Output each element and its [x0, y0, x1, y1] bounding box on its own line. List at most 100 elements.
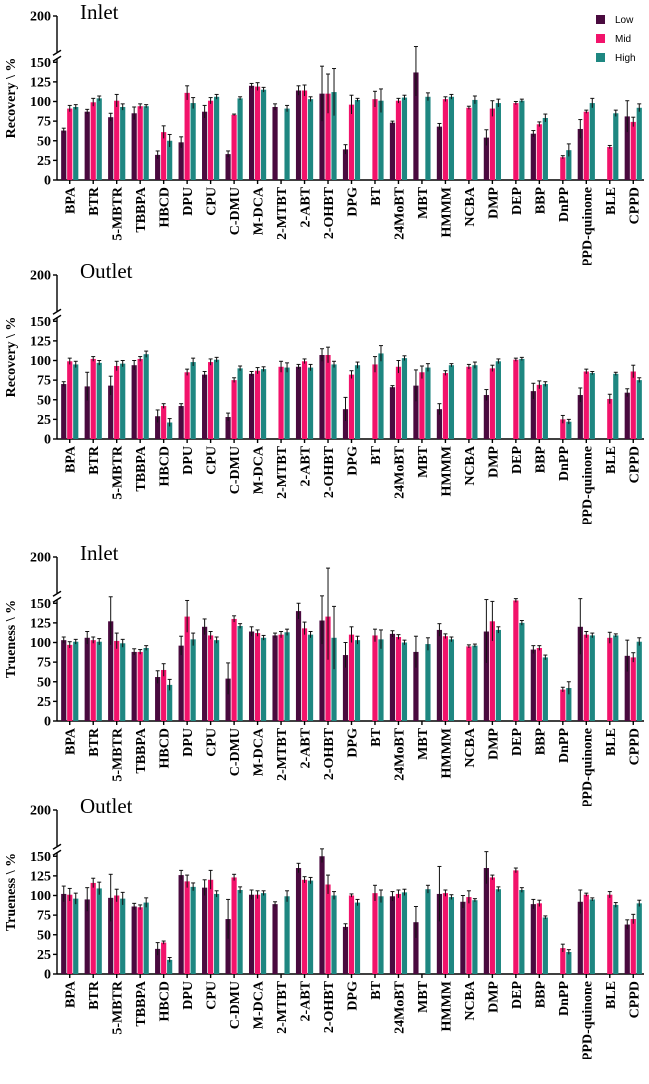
y-tick-label: 150: [30, 56, 51, 71]
x-tick-label: BLE: [604, 187, 619, 215]
y-tick-label: 0: [44, 174, 51, 189]
chart-panel-outlet-recovery: Outlet Recovery \ % 0 25 50 75 100 125 150 200 BPA…: [4, 259, 644, 524]
x-tick-label: 6PPD-quinone: [580, 187, 595, 265]
bar-high: [425, 644, 431, 721]
x-tick-label: DPG: [346, 981, 361, 1011]
bar-low: [413, 651, 419, 721]
bar-high: [636, 380, 642, 439]
bar-high: [613, 113, 619, 180]
x-tick-label: DPU: [181, 728, 196, 757]
x-tick-label: BLE: [604, 728, 619, 756]
bar-low: [295, 611, 302, 721]
x-tick-label: 6PPD-quinone: [580, 446, 595, 524]
bar-low: [84, 637, 90, 721]
bar-low: [319, 93, 325, 180]
bar-mid: [466, 646, 472, 721]
bar-low: [389, 122, 396, 180]
bar-high: [519, 358, 525, 439]
bar-low: [225, 154, 231, 180]
axis-break-mark: [52, 55, 62, 62]
bar-low: [225, 417, 231, 439]
x-tick-label: MBT: [416, 980, 431, 1013]
x-tick-label: TBBPA: [134, 727, 149, 774]
bar-low: [295, 90, 302, 180]
bar-high: [284, 367, 290, 439]
x-tick-label: CPPD: [627, 446, 642, 483]
bar-high: [120, 898, 126, 974]
bar-low: [202, 374, 208, 439]
bar-mid: [560, 157, 566, 180]
bar-mid: [137, 651, 143, 721]
bar-high: [589, 899, 595, 974]
bar-low: [530, 391, 536, 439]
x-tick-label: BTR: [87, 186, 102, 216]
bar-low: [61, 130, 67, 180]
bar-high: [307, 99, 314, 180]
bar-high: [354, 640, 361, 721]
x-tick-label: NCBA: [463, 186, 478, 227]
x-tick-label: 24MoBT: [392, 980, 407, 1034]
x-tick-label: 2-MTBT: [275, 727, 290, 781]
bar-low: [319, 355, 325, 439]
y-tick-label: 50: [37, 928, 51, 943]
bar-high: [566, 421, 572, 439]
x-tick-label: M-DCA: [252, 445, 267, 494]
bar-high: [542, 917, 548, 974]
bar-low: [131, 113, 137, 180]
bar-low: [155, 948, 161, 974]
bar-mid: [325, 616, 331, 721]
bar-low: [108, 897, 114, 974]
bar-low: [319, 856, 325, 974]
bar-mid: [137, 358, 143, 439]
bar-low: [131, 906, 137, 974]
x-tick-label: HMMM: [439, 981, 454, 1032]
bar-high: [519, 622, 525, 721]
bar-mid: [231, 618, 237, 721]
x-tick-label: 5-MBTR: [111, 186, 126, 241]
x-tick-label: C-DMU: [228, 981, 243, 1029]
x-tick-label: MBT: [416, 727, 431, 760]
bar-mid: [184, 881, 190, 974]
bar-low: [342, 655, 349, 721]
bar-mid: [395, 637, 402, 721]
bar-low: [84, 386, 90, 439]
bar-high: [237, 890, 243, 974]
bar-low: [61, 384, 67, 439]
bar-high: [542, 384, 548, 439]
bar-mid: [348, 374, 355, 439]
x-tick-label: BPA: [64, 980, 79, 1008]
bar-high: [120, 363, 126, 439]
bar-mid: [395, 366, 402, 439]
y-tick-label: 75: [37, 115, 51, 130]
x-tick-label: CPU: [205, 981, 220, 1010]
y-tick-label: 200: [30, 10, 51, 25]
bar-low: [483, 631, 489, 721]
bar-high: [214, 359, 220, 439]
y-tick-label: 125: [30, 616, 51, 631]
bar-low: [436, 409, 443, 439]
bar-high: [495, 361, 501, 439]
x-tick-label: DnPP: [557, 187, 572, 222]
bar-high: [354, 365, 361, 439]
bar-mid: [90, 882, 96, 974]
bar-high: [73, 898, 79, 974]
x-tick-label: 2-OHBT: [322, 445, 337, 498]
bar-mid: [114, 100, 120, 180]
bar-mid: [301, 361, 308, 439]
bar-mid: [466, 897, 472, 974]
bar-low: [84, 111, 90, 180]
x-tick-label: BTR: [87, 445, 102, 475]
bar-low: [436, 893, 443, 974]
bar-low: [178, 645, 184, 721]
bar-low: [202, 626, 208, 721]
x-tick-label: 2-MTBT: [275, 186, 290, 240]
bar-high: [307, 367, 314, 439]
bar-mid: [348, 104, 355, 180]
bar-high: [589, 373, 595, 439]
bar-high: [214, 893, 220, 974]
bar-high: [120, 106, 126, 180]
panel-title: Inlet: [80, 0, 119, 24]
x-tick-label: DMP: [486, 187, 501, 219]
bar-low: [530, 904, 536, 974]
